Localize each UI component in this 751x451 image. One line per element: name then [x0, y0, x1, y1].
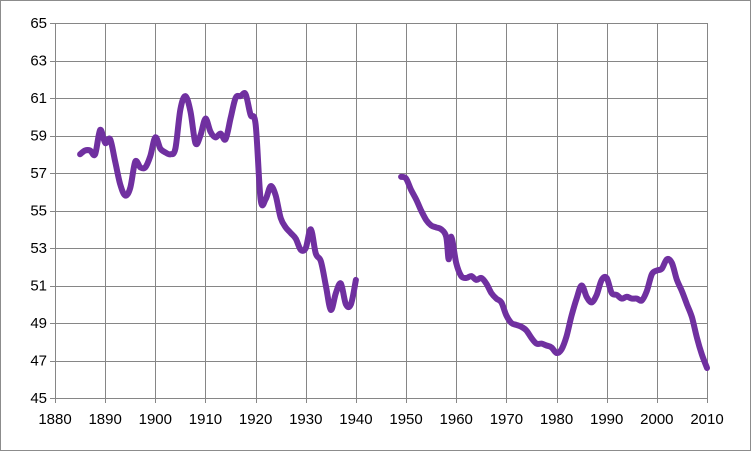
y-tick-label: 63 [30, 53, 47, 70]
x-tick-label: 1980 [540, 411, 573, 428]
x-tick-label: 1950 [389, 411, 422, 428]
x-tick-label: 1890 [88, 411, 121, 428]
y-axis-tick-labels: 45 47 49 51 53 55 57 59 61 63 65 [30, 15, 47, 407]
y-tick-label: 47 [30, 353, 47, 370]
y-tick-label: 45 [30, 390, 47, 407]
x-tick-label: 1880 [38, 411, 71, 428]
x-tick-label: 1900 [139, 411, 172, 428]
x-tick-label: 1990 [590, 411, 623, 428]
series-line-segment-2 [398, 173, 710, 371]
series-group [77, 90, 710, 371]
y-tick-label: 55 [30, 203, 47, 220]
y-tick-label: 65 [30, 15, 47, 32]
y-tick-label: 61 [30, 90, 47, 107]
x-tick-label: 2000 [640, 411, 673, 428]
x-axis-tick-labels: 1880 1890 1900 1910 1920 1930 1940 1950 1960 1970… [38, 411, 723, 428]
gridlines [55, 23, 708, 398]
x-tick-label: 1930 [289, 411, 322, 428]
y-tick-label: 49 [30, 315, 47, 332]
series-line-segment-1 [77, 90, 359, 313]
x-tick-label: 1970 [490, 411, 523, 428]
x-tick-label: 1920 [239, 411, 272, 428]
axes [50, 23, 708, 403]
y-tick-label: 53 [30, 240, 47, 257]
x-tick-label: 1910 [189, 411, 222, 428]
x-tick-label: 1940 [339, 411, 372, 428]
y-tick-label: 51 [30, 278, 47, 295]
y-tick-label: 57 [30, 165, 47, 182]
y-tick-label: 59 [30, 128, 47, 145]
x-tick-label: 2010 [690, 411, 723, 428]
x-tick-label: 1960 [440, 411, 473, 428]
